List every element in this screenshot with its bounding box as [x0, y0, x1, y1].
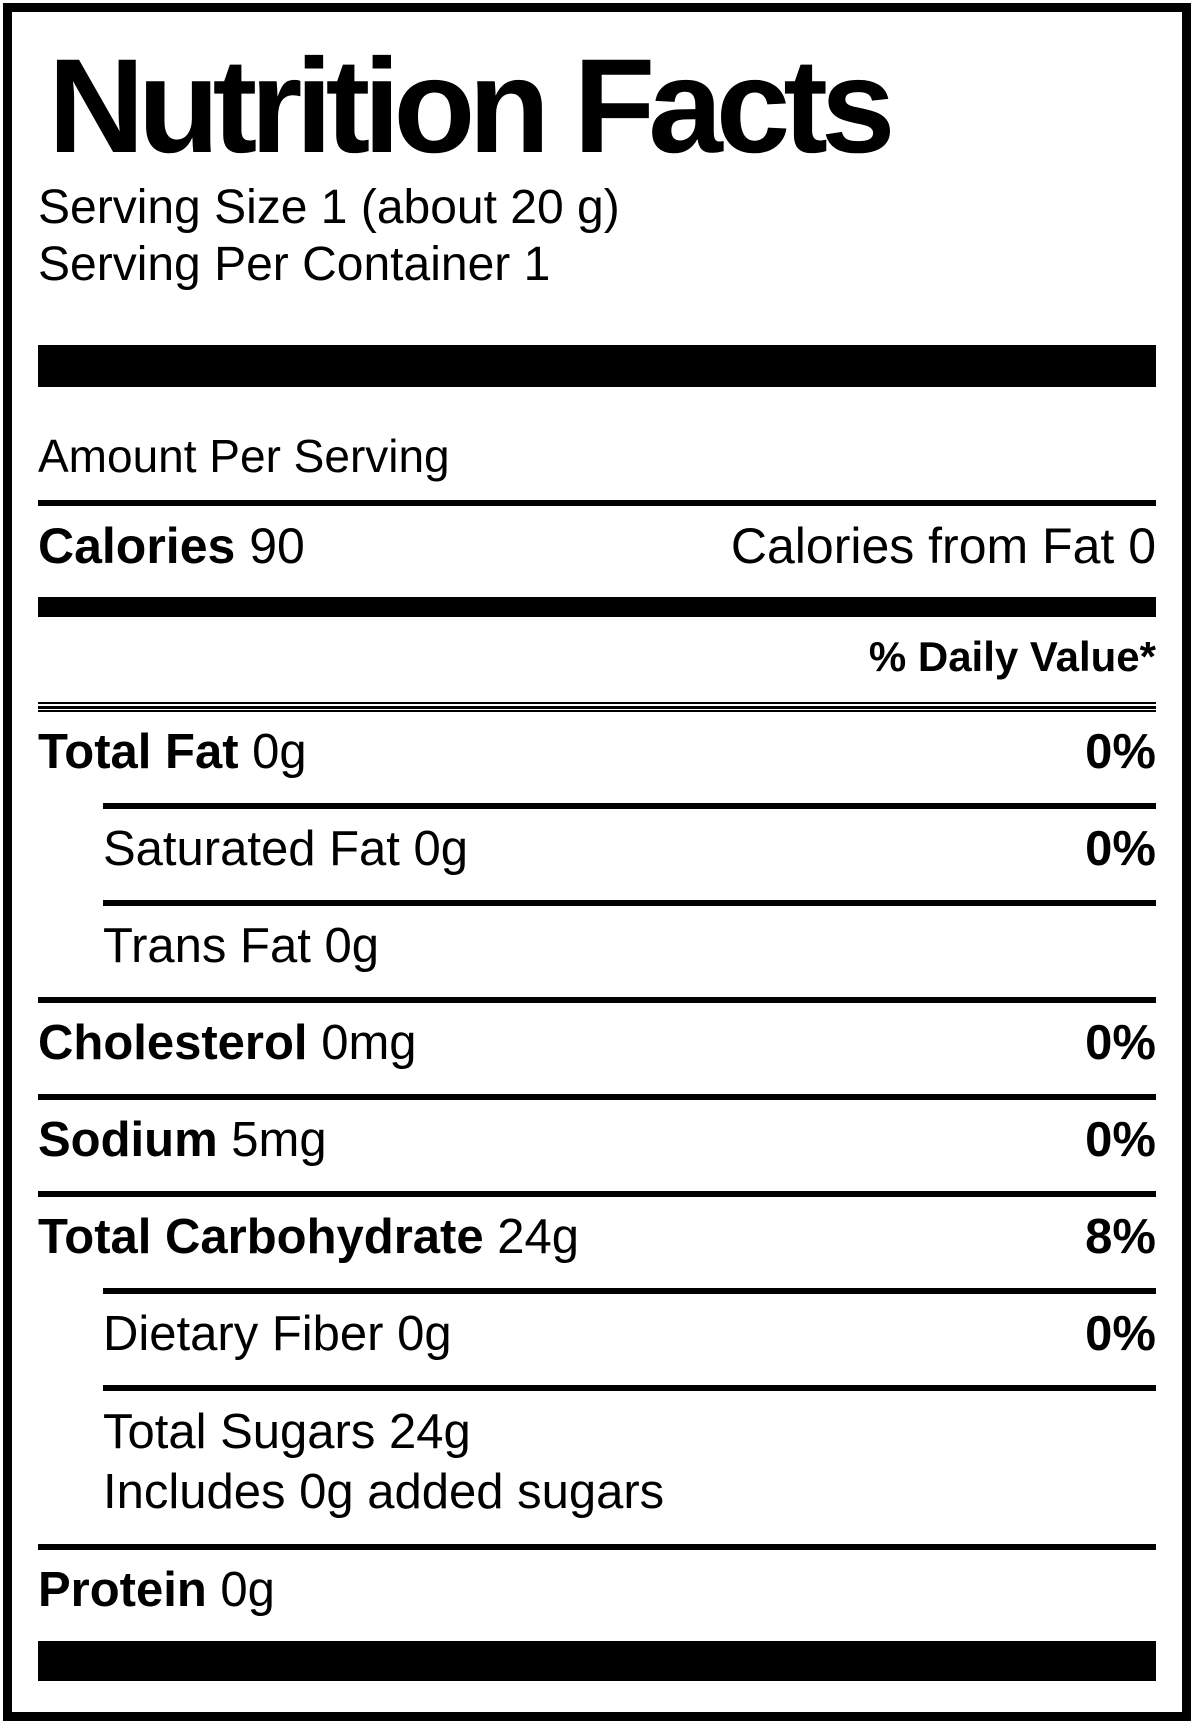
nutrient-amount: 0mg [321, 1016, 417, 1070]
nutrient-name: Saturated Fat [103, 822, 400, 876]
nutrient-text: Total Sugars 24g Includes 0g added sugar… [103, 1402, 664, 1522]
nutrient-row-total-carbohydrate: Total Carbohydrate 24g 8% [38, 1208, 1156, 1266]
nutrient-amount: 0g [397, 1307, 452, 1361]
daily-value-percent: 0% [1085, 725, 1156, 779]
added-sugars-line: Includes 0g added sugars [103, 1465, 665, 1519]
calories-left: Calories 90 [38, 517, 305, 575]
nutrient-row-dietary-fiber: Dietary Fiber 0g 0% [38, 1305, 1156, 1363]
nutrient-row-trans-fat: Trans Fat 0g [38, 917, 1156, 975]
daily-value-percent: 8% [1085, 1210, 1156, 1264]
nutrient-amount: 24g [497, 1210, 579, 1264]
nutrient-text: Total Fat 0g [38, 723, 307, 781]
row-divider [38, 1191, 1156, 1197]
row-divider [103, 1385, 1156, 1391]
thick-rule-top [38, 345, 1156, 387]
nutrient-amount: 0g [413, 822, 469, 876]
serving-size: Serving Size 1 (about 20 g) [38, 181, 620, 234]
nutrient-amount: 0g [220, 1563, 275, 1617]
calories-from-fat: Calories from Fat 0 [730, 518, 1156, 574]
row-divider [103, 803, 1156, 809]
nutrient-amount: 0g [324, 919, 379, 973]
daily-value-percent: 0% [1085, 1016, 1156, 1070]
daily-value-percent: 0% [1085, 822, 1156, 876]
nutrient-text: Dietary Fiber 0g [103, 1305, 452, 1363]
hairline-rule [38, 500, 1156, 506]
nutrient-amount: 24g [389, 1405, 471, 1459]
nutrient-row-cholesterol: Cholesterol 0mg 0% [38, 1014, 1156, 1072]
nutrient-name: Dietary Fiber [103, 1307, 384, 1361]
nutrient-text: Cholesterol 0mg [38, 1014, 417, 1072]
nutrient-amount: 0g [252, 725, 307, 779]
calories-row: Calories 90 Calories from Fat 0 [38, 517, 1156, 575]
daily-value-header: % Daily Value* [868, 633, 1156, 680]
nutrient-text: Sodium 5mg [38, 1111, 327, 1169]
thick-rule-bottom [38, 1641, 1156, 1681]
daily-value-percent: 0% [1085, 1113, 1156, 1167]
nutrient-name: Total Fat [38, 725, 239, 779]
label-title: Nutrition Facts [48, 32, 895, 181]
nutrient-amount: 5mg [231, 1113, 327, 1167]
row-divider [38, 997, 1156, 1003]
nutrition-label: Nutrition Facts Serving Size 1 (about 20… [3, 3, 1191, 1721]
servings-per-container: Serving Per Container 1 [38, 238, 551, 291]
nutrient-name: Total Carbohydrate [38, 1210, 484, 1264]
amount-per-serving: Amount Per Serving [38, 430, 450, 482]
nutrient-row-total-fat: Total Fat 0g 0% [38, 723, 1156, 781]
calories-label: Calories [38, 518, 236, 574]
nutrient-text: Total Carbohydrate 24g [38, 1208, 579, 1266]
daily-value-percent: 0% [1085, 1307, 1156, 1361]
row-divider [103, 900, 1156, 906]
nutrient-text: Trans Fat 0g [103, 917, 379, 975]
row-divider [103, 1288, 1156, 1294]
nutrient-row-saturated-fat: Saturated Fat 0g 0% [38, 820, 1156, 878]
nutrient-row-sodium: Sodium 5mg 0% [38, 1111, 1156, 1169]
nutrient-row-protein: Protein 0g [38, 1561, 1156, 1619]
double-rule [38, 702, 1156, 712]
row-divider [38, 1094, 1156, 1100]
nutrient-text: Protein 0g [38, 1561, 275, 1619]
nutrient-text: Saturated Fat 0g [103, 820, 468, 878]
row-divider [38, 1544, 1156, 1550]
thick-rule-mid [38, 597, 1156, 617]
total-sugars-line: Total Sugars 24g [103, 1402, 664, 1462]
nutrient-name: Sodium [38, 1113, 218, 1167]
nutrient-name: Protein [38, 1563, 207, 1617]
nutrient-name: Cholesterol [38, 1016, 308, 1070]
calories-value: 90 [249, 518, 305, 574]
nutrient-row-total-sugars: Total Sugars 24g Includes 0g added sugar… [38, 1402, 1156, 1522]
nutrient-name: Total Sugars [103, 1405, 376, 1459]
nutrient-name: Trans Fat [103, 919, 311, 973]
